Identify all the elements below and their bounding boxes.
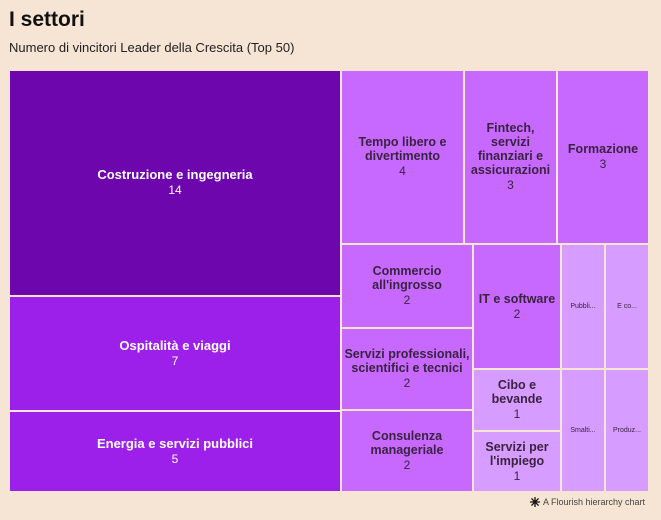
treemap-cell-label: IT e software: [478, 291, 556, 306]
treemap-cell[interactable]: Consulenza manageriale 2: [341, 410, 473, 492]
treemap-cell[interactable]: E co...: [605, 244, 649, 369]
treemap-cell-value: 1: [513, 468, 521, 483]
treemap-cell-value: 2: [403, 293, 411, 307]
treemap-cell[interactable]: Produz...: [605, 369, 649, 492]
treemap-cell[interactable]: Costruzione e ingegneria 14: [9, 70, 341, 296]
treemap-cell[interactable]: IT e software 2: [473, 244, 561, 369]
treemap-cell-label: Formazione: [567, 142, 639, 156]
treemap-cell[interactable]: Pubbli...: [561, 244, 605, 369]
treemap-cell-label: Servizi professionali, scientifici e tec…: [344, 347, 470, 375]
treemap-cell-value: 2: [513, 306, 521, 321]
treemap-cell-label: Cibo e bevande: [491, 378, 543, 406]
chart-title: I settori: [9, 8, 85, 31]
treemap-cell[interactable]: Ospitalità e viaggi 7: [9, 296, 341, 411]
footer-text: A Flourish hierarchy chart: [542, 497, 645, 507]
treemap-cell[interactable]: Fintech, servizi finanziari e assicurazi…: [464, 70, 557, 244]
treemap-cell-value: 7: [171, 353, 179, 368]
treemap-cell[interactable]: Smalti...: [561, 369, 605, 492]
chart-subtitle: Numero di vincitori Leader della Crescit…: [9, 40, 295, 55]
treemap-cell-value: 2: [403, 376, 411, 390]
treemap-cell[interactable]: Servizi professionali, scientifici e tec…: [341, 328, 473, 410]
treemap-cell-value: 4: [399, 164, 406, 178]
treemap-cell-label: Produz...: [612, 427, 641, 434]
treemap-cell[interactable]: Commercio all'ingrosso 2: [341, 244, 473, 328]
flourish-icon: [529, 497, 540, 507]
treemap: Costruzione e ingegneria 14 Ospitalità e v…: [9, 70, 649, 492]
treemap-cell-value: 5: [171, 451, 179, 466]
flourish-credit[interactable]: A Flourish hierarchy chart: [529, 497, 645, 507]
treemap-cell-label: Ospitalità e viaggi: [119, 337, 231, 353]
treemap-cell-value: 3: [507, 178, 514, 192]
treemap-cell[interactable]: Formazione 3: [557, 70, 649, 244]
treemap-cell-label: Fintech, servizi finanziari e assicurazi…: [470, 121, 551, 177]
treemap-cell-label: E co...: [617, 303, 637, 310]
treemap-cell-label: Commercio all'ingrosso: [372, 264, 442, 292]
treemap-cell-value: 3: [599, 157, 607, 171]
treemap-cell-label: Consulenza manageriale: [370, 429, 444, 457]
treemap-cell-label: Tempo libero e divertimento: [358, 135, 447, 163]
treemap-cell-label: Smalti...: [570, 427, 596, 434]
treemap-cell[interactable]: Energia e servizi pubblici 5: [9, 411, 341, 492]
treemap-cell-label: Energia e servizi pubblici: [96, 435, 254, 451]
treemap-cell[interactable]: Servizi per l'impiego 1: [473, 431, 561, 492]
treemap-cell[interactable]: Tempo libero e divertimento 4: [341, 70, 464, 244]
treemap-cell-value: 1: [513, 407, 521, 421]
treemap-cell-label: Pubbli...: [570, 303, 596, 310]
treemap-cell-value: 2: [403, 458, 411, 472]
treemap-cell-label: Costruzione e ingegneria: [97, 167, 253, 182]
treemap-cell-label: Servizi per l'impiego: [485, 439, 549, 468]
treemap-cell[interactable]: Cibo e bevande 1: [473, 369, 561, 431]
treemap-cell-value: 14: [168, 183, 182, 197]
